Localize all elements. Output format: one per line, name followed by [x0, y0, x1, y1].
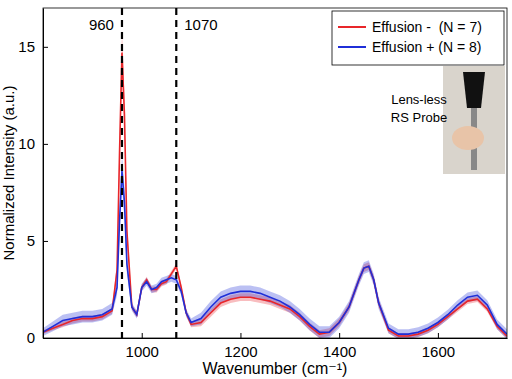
inset-caption: Lens-less — [391, 92, 447, 107]
y-tick-mark — [43, 338, 48, 339]
x-tick-label: 1600 — [422, 343, 455, 360]
legend-label: Effusion + (N = 8) — [372, 39, 481, 55]
y-tick-mark — [43, 144, 48, 145]
probe-inset — [443, 66, 505, 174]
x-axis-title: Wavenumber (cm⁻¹) — [203, 360, 348, 377]
legend-label: Effusion - (N = 7) — [372, 19, 482, 35]
y-axis-line — [43, 9, 44, 339]
x-tick-label: 1200 — [224, 343, 257, 360]
frame — [43, 8, 507, 338]
y-tick-label: 15 — [18, 38, 35, 55]
peak-line — [121, 8, 123, 338]
plot: 960 1070 1000 1200 1400 1600 0 5 10 15 Effusion - … — [18, 8, 507, 360]
x-tick-mark — [339, 333, 340, 338]
peak-label: 1070 — [184, 16, 217, 33]
y-tick-mark — [43, 241, 48, 242]
x-tick-mark — [240, 333, 241, 338]
marks — [43, 8, 507, 338]
probe-knob — [463, 72, 485, 108]
x-tick: 1600 — [422, 333, 455, 360]
y-tick-label: 10 — [18, 135, 35, 152]
peak-line — [175, 8, 177, 338]
probe-hand — [452, 126, 484, 150]
y-axis-title: Normalized Intensity (a.u.) — [0, 85, 17, 260]
spectrum-line — [43, 171, 507, 334]
x-axis-line — [44, 338, 508, 339]
legend: Effusion - (N = 7) Effusion + (N = 8) — [332, 11, 504, 65]
probe-photo — [443, 66, 505, 174]
y-axis: 0 5 10 15 — [18, 9, 48, 347]
inset-caption: RS Probe — [391, 110, 447, 125]
peak-label: 960 — [89, 16, 114, 33]
y-tick-label: 5 — [27, 232, 35, 249]
x-axis: 1000 1200 1400 1600 — [44, 333, 508, 360]
y-tick: 0 — [27, 329, 48, 346]
chart: 960 1070 1000 1200 1400 1600 0 5 10 15 Effusion - … — [0, 0, 512, 379]
legend-swatch — [338, 26, 366, 28]
y-tick: 15 — [18, 38, 48, 55]
x-tick: 1000 — [126, 333, 159, 360]
y-tick-mark — [43, 47, 48, 48]
y-tick-label: 0 — [27, 329, 35, 346]
x-tick: 1400 — [323, 333, 356, 360]
x-tick-label: 1000 — [126, 343, 159, 360]
spectrum-line — [43, 53, 507, 336]
legend-box — [332, 11, 504, 65]
x-tick-label: 1400 — [323, 343, 356, 360]
y-tick: 5 — [27, 232, 48, 249]
std-band — [43, 29, 507, 338]
legend-swatch — [338, 46, 366, 48]
x-tick-mark — [142, 333, 143, 338]
y-tick: 10 — [18, 135, 48, 152]
x-tick-mark — [438, 333, 439, 338]
x-tick: 1200 — [224, 333, 257, 360]
